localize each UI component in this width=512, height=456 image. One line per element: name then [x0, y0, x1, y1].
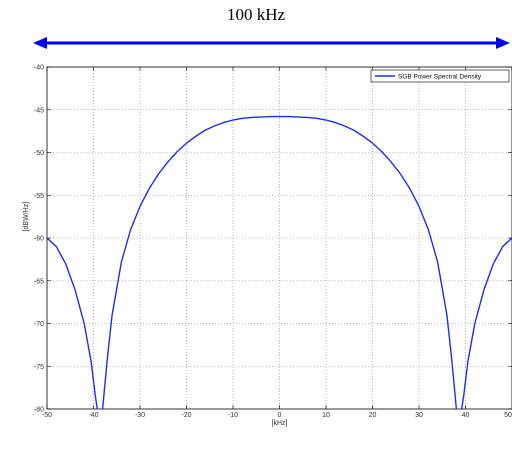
- x-axis-label: [kHz]: [272, 420, 288, 427]
- x-tick-label: -40: [88, 412, 98, 419]
- x-tick-label: -50: [42, 412, 52, 419]
- grid-lines: [47, 67, 512, 409]
- x-tick-label: 0: [278, 412, 282, 419]
- y-axis-ticks: -40 -45 -50 -55 -60 -65 -70 -75 -80: [34, 65, 512, 414]
- x-tick-label: -10: [228, 412, 238, 419]
- x-axis-ticks: -50 -40 -30 -20 -10 0 10 20 30 40 50: [42, 67, 512, 419]
- series-group: [47, 115, 512, 409]
- y-tick-label: -55: [34, 193, 44, 200]
- x-tick-label: -30: [135, 412, 145, 419]
- arrow-head-left: [33, 37, 47, 49]
- y-axis-label: [dBW/Hz]: [23, 202, 30, 232]
- x-tick-label: 30: [415, 412, 423, 419]
- y-tick-label: -50: [34, 150, 44, 157]
- x-tick-label: 10: [322, 412, 330, 419]
- bandwidth-arrow: [33, 37, 510, 49]
- y-tick-label: -40: [34, 65, 44, 72]
- x-tick-label: 20: [369, 412, 377, 419]
- y-tick-label: -60: [34, 236, 44, 243]
- y-tick-label: -65: [34, 278, 44, 285]
- y-tick-label: -70: [34, 321, 44, 328]
- x-tick-label: 50: [504, 412, 512, 419]
- y-tick-label: -75: [34, 364, 44, 371]
- bandwidth-label: 100 kHz: [226, 5, 286, 24]
- y-tick-label: -80: [34, 407, 44, 414]
- arrow-head-right: [496, 37, 510, 49]
- x-tick-label: -20: [181, 412, 191, 419]
- legend-box: [370, 69, 510, 83]
- series-line-psd: [47, 115, 512, 409]
- legend-entry-label: SGB Power Spectral Density: [398, 73, 482, 80]
- x-tick-label: 40: [462, 412, 470, 419]
- y-tick-label: -45: [34, 107, 44, 114]
- legend: SGB Power Spectral Density: [370, 69, 510, 83]
